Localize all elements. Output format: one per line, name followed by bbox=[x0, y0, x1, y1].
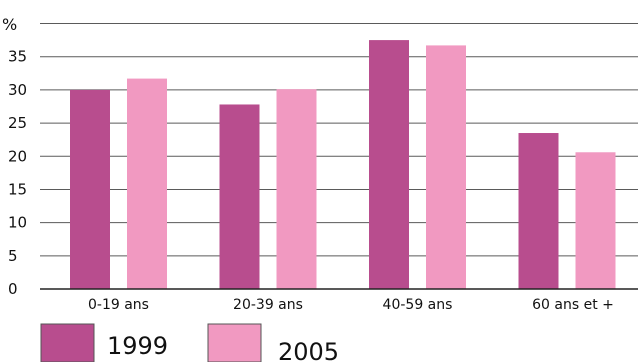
y-tick-label: 30 bbox=[8, 81, 27, 99]
bar-2005-3 bbox=[575, 152, 616, 289]
legend-label-2005: 2005 bbox=[278, 338, 339, 362]
x-tick-label: 60 ans et + bbox=[532, 297, 614, 313]
y-unit-label: % bbox=[2, 15, 17, 34]
x-tick-label: 0-19 ans bbox=[88, 297, 149, 313]
y-tick-label: 5 bbox=[8, 247, 18, 265]
bar-2005-0 bbox=[127, 78, 167, 289]
legend-label-1999: 1999 bbox=[107, 332, 168, 360]
bar-1999-2 bbox=[369, 40, 409, 289]
legend: 1999 2005 bbox=[40, 323, 339, 362]
bar-1999-0 bbox=[70, 89, 110, 289]
x-tick-label: 40-59 ans bbox=[383, 297, 453, 313]
bar-2005-2 bbox=[426, 45, 466, 290]
y-tick-label: 10 bbox=[8, 214, 27, 232]
y-tick-label: 25 bbox=[8, 114, 27, 132]
legend-swatch-1999 bbox=[40, 323, 95, 362]
bars bbox=[70, 40, 616, 290]
y-tick-label: 35 bbox=[8, 48, 27, 66]
x-tick-label: 20-39 ans bbox=[233, 297, 303, 313]
bar-1999-3 bbox=[518, 133, 559, 289]
y-tick-label: 0 bbox=[8, 280, 18, 298]
legend-swatch-2005 bbox=[207, 323, 262, 362]
y-tick-labels: 0 5 10 15 20 25 30 35 bbox=[8, 48, 27, 298]
y-tick-label: 20 bbox=[8, 147, 27, 165]
bar-1999-1 bbox=[219, 104, 260, 289]
x-tick-labels: 0-19 ans 20-39 ans 40-59 ans 60 ans et + bbox=[88, 297, 614, 313]
bar-2005-1 bbox=[276, 89, 317, 290]
y-tick-label: 15 bbox=[8, 180, 27, 198]
